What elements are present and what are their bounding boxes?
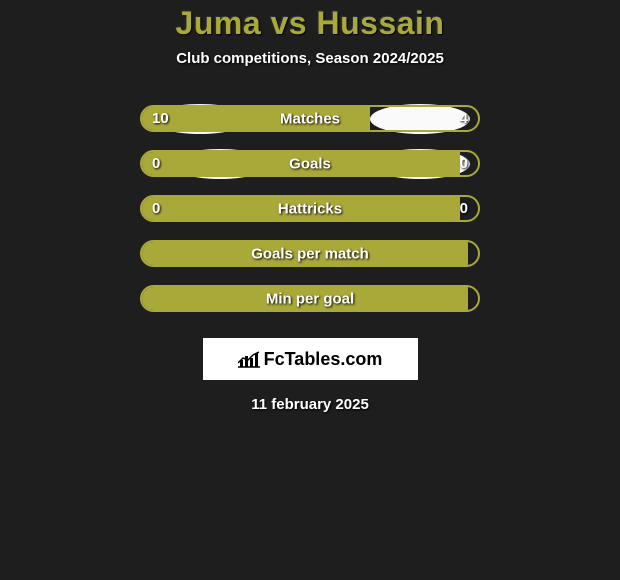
stat-bar-right: 4	[370, 107, 478, 130]
stat-value-right: 4	[460, 110, 468, 127]
stat-bar: Min per goal	[140, 285, 480, 312]
date-text: 11 february 2025	[251, 396, 369, 413]
stat-bar-right	[468, 287, 478, 310]
stat-bar: 0 0 Hattricks	[140, 195, 480, 222]
stat-label: Goals per match	[251, 245, 369, 262]
stat-label: Min per goal	[266, 290, 354, 307]
stat-bar: Goals per match	[140, 240, 480, 267]
stat-row: 0 0 Hattricks	[140, 195, 480, 222]
stat-row: 0 0 Goals	[140, 150, 480, 177]
chart-icon	[238, 350, 260, 368]
stat-bar: 0 0 Goals	[140, 150, 480, 177]
stat-label: Hattricks	[278, 200, 342, 217]
stat-label: Matches	[280, 110, 340, 127]
stat-row: Goals per match	[140, 240, 480, 267]
stat-value-right: 0	[460, 155, 468, 172]
logo-box: FcTables.com	[203, 338, 418, 380]
subtitle: Club competitions, Season 2024/2025	[176, 50, 444, 67]
logo-label: FcTables.com	[264, 349, 383, 370]
stat-label: Goals	[289, 155, 331, 172]
stat-bar-right: 0	[460, 197, 478, 220]
stat-row: Min per goal	[140, 285, 480, 312]
stat-bar: 10 4 Matches	[140, 105, 480, 132]
main-container: Juma vs Hussain Club competitions, Seaso…	[0, 0, 620, 413]
stat-bar-right	[468, 242, 478, 265]
stat-value-right: 0	[460, 200, 468, 217]
stat-value-left: 0	[152, 200, 160, 217]
page-title: Juma vs Hussain	[176, 5, 445, 42]
stat-value-left: 0	[152, 155, 160, 172]
stat-bar-right: 0	[460, 152, 478, 175]
logo-text: FcTables.com	[238, 349, 383, 370]
stat-row: 10 4 Matches	[140, 105, 480, 132]
stat-value-left: 10	[152, 110, 169, 127]
stats-area: 10 4 Matches 0 0 Goals 0 0 Hattricks Goals per ma…	[140, 105, 480, 330]
